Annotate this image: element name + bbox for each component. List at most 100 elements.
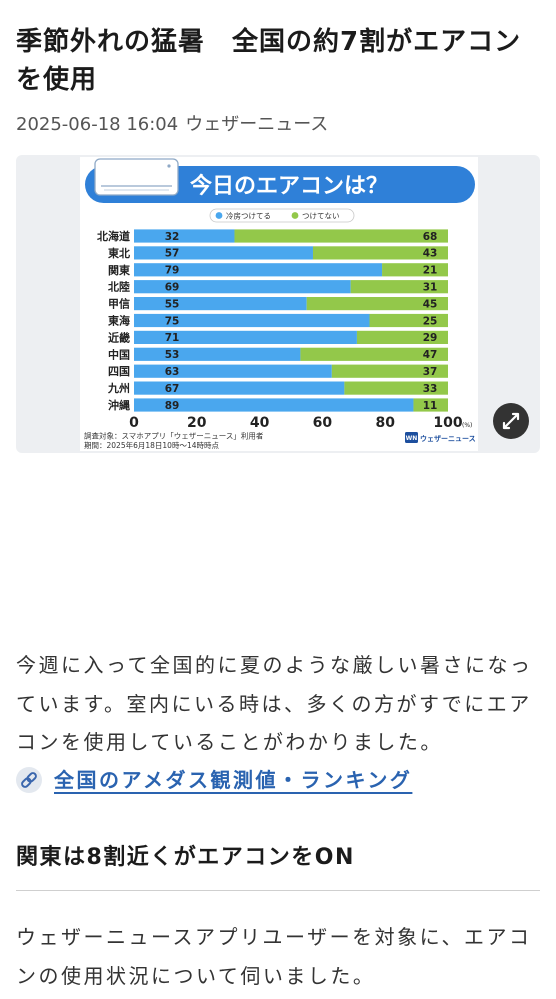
- legend-box: [209, 208, 355, 223]
- value-label: 79: [165, 265, 180, 277]
- value-label: 29: [423, 332, 438, 344]
- legend-label-off: つけてない: [302, 211, 340, 220]
- category-label: 東北: [108, 246, 130, 260]
- link-icon: [16, 767, 42, 793]
- bar-segment-on: [134, 398, 414, 412]
- x-tick-label: 60: [313, 415, 333, 431]
- category-label: 近畿: [108, 330, 130, 344]
- bar-segment-on: [134, 330, 357, 344]
- value-label: 33: [423, 383, 438, 395]
- bars: 北海道 32 68 東北 57 43 関東 79 21 北陸 69 31 甲信 55 45 東海 75 25 近畿 7…: [97, 229, 448, 412]
- bar-segment-on: [134, 347, 301, 361]
- category-label: 沖縄: [108, 398, 130, 412]
- value-label: 68: [423, 231, 438, 243]
- body-paragraph: 今週に入って全国的に夏のような厳しい暑さになっています。室内にいる時は、多くの方…: [16, 653, 533, 754]
- bar-segment-off: [369, 313, 448, 328]
- legend: 冷房つけてる つけてない: [209, 208, 355, 223]
- category-label: 中国: [108, 347, 130, 361]
- aircon-usage-chart: 今日のエアコンは？ 冷房つけてる つけてない 北海道 32 68 東北 57 43 関東 79…: [80, 157, 478, 451]
- value-label: 45: [423, 298, 438, 310]
- chart-title: 今日のエアコンは？: [190, 173, 388, 199]
- bar-segment-off: [382, 263, 448, 277]
- value-label: 11: [423, 400, 438, 412]
- x-tick-label: 0: [129, 415, 139, 431]
- category-label: 関東: [108, 263, 131, 277]
- chart-title-banner: [85, 166, 475, 203]
- value-label: 63: [165, 366, 180, 378]
- value-label: 57: [165, 248, 180, 260]
- weathernews-logo: WN ウェザーニュース: [405, 432, 476, 443]
- bar-row: 北陸 69 31: [108, 280, 448, 294]
- value-label: 67: [165, 383, 180, 395]
- value-label: 75: [165, 315, 180, 327]
- value-label: 69: [165, 282, 180, 294]
- category-label: 四国: [108, 365, 130, 378]
- article-meta: 2025-06-18 16:04 ウェザーニュース: [16, 113, 328, 137]
- bar-segment-off: [300, 347, 448, 361]
- bar-segment-on: [134, 263, 383, 277]
- category-label: 東海: [108, 314, 130, 328]
- legend-swatch-on: [215, 212, 223, 219]
- category-label: 北陸: [108, 280, 130, 294]
- value-label: 53: [165, 349, 180, 361]
- bar-row: 中国 53 47: [108, 347, 448, 361]
- expand-icon: [502, 412, 520, 430]
- x-tick-label: 80: [375, 415, 395, 431]
- section-heading: 関東は8割近くがエアコンをON: [16, 845, 355, 870]
- logo-mark: WN: [406, 435, 418, 442]
- value-label: 32: [165, 231, 180, 243]
- bar-row: 九州 67 33: [107, 381, 448, 395]
- value-label: 31: [423, 282, 438, 294]
- logo-badge: [405, 432, 418, 443]
- bar-row: 北海道 32 68: [97, 229, 448, 243]
- bar-segment-off: [413, 398, 448, 412]
- category-label: 北海道: [97, 229, 130, 243]
- legend-label-on: 冷房つけてる: [226, 210, 271, 220]
- bar-segment-on: [134, 246, 313, 260]
- publish-date: 2025-06-18 16:04: [16, 114, 179, 135]
- brand-name: ウェザーニュース: [420, 434, 476, 443]
- x-axis: 0 20 40 60 80 100: [129, 415, 463, 431]
- value-label: 25: [423, 315, 438, 327]
- heading-divider: [16, 890, 540, 891]
- value-label: 43: [423, 248, 438, 260]
- x-tick-label: 20: [187, 415, 207, 431]
- survey-period-note: 期間：2025年6月18日10時〜14時時点: [84, 440, 219, 450]
- bar-segment-off: [312, 246, 448, 260]
- article-figure[interactable]: 今日のエアコンは？ 冷房つけてる つけてない 北海道 32 68 東北 57 43 関東 79…: [16, 155, 540, 453]
- value-label: 37: [423, 366, 438, 378]
- x-tick-label: 40: [250, 415, 270, 431]
- bar-row: 近畿 71 29: [108, 330, 448, 344]
- amedas-ranking-link[interactable]: 全国のアメダス観測値・ランキング: [16, 767, 412, 793]
- bar-segment-on: [134, 297, 307, 311]
- bar-segment-on: [134, 229, 235, 243]
- bar-row: 甲信 55 45: [108, 297, 448, 311]
- body-paragraph: ウェザーニュースアプリユーザーを対象に、エアコンの使用状況について伺いました。: [16, 925, 532, 988]
- category-label: 甲信: [108, 297, 130, 311]
- link-label[interactable]: 全国のアメダス観測値・ランキング: [54, 768, 413, 792]
- bar-row: 関東 79 21: [108, 263, 448, 277]
- bar-row: 四国 63 37: [108, 364, 448, 378]
- value-label: 21: [423, 265, 438, 277]
- bar-row: 沖縄 89 11: [108, 398, 448, 412]
- bar-segment-off: [344, 381, 448, 395]
- air-conditioner-lamp: [167, 164, 171, 168]
- bar-row: 東北 57 43: [108, 246, 448, 260]
- bar-row: 東海 75 25: [108, 314, 448, 328]
- category-label: 九州: [107, 381, 130, 395]
- bar-segment-on: [134, 381, 345, 395]
- bar-segment-off: [331, 364, 448, 378]
- value-label: 89: [165, 400, 180, 412]
- survey-target-note: 調査対象：スマホアプリ「ウェザーニュース」利用者: [84, 431, 264, 441]
- expand-image-button[interactable]: [493, 403, 529, 439]
- bar-segment-off: [350, 280, 448, 294]
- article-title: 季節外れの猛暑 全国の約7割がエアコンを使用: [16, 27, 522, 95]
- bar-segment-off: [356, 330, 448, 344]
- bar-segment-off: [234, 229, 448, 243]
- x-unit-label: (%): [462, 422, 472, 429]
- legend-swatch-off: [291, 212, 299, 219]
- air-conditioner-icon: [94, 158, 179, 196]
- value-label: 55: [165, 298, 180, 310]
- source-name: ウェザーニュース: [185, 114, 329, 135]
